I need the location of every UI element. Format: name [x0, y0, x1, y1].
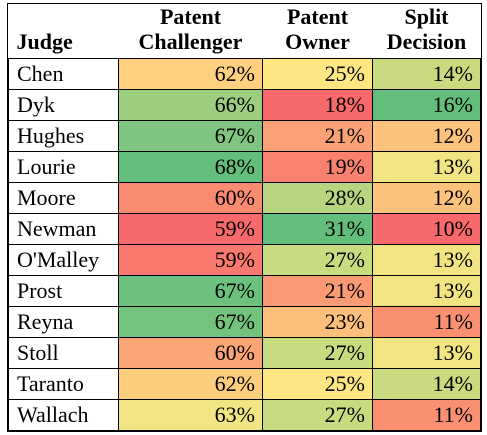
- split-value-cell: 10%: [372, 213, 481, 245]
- table-row: Wallach 63% 27% 11%: [8, 399, 481, 431]
- table-row: Chen 62% 25% 14%: [8, 58, 481, 90]
- challenger-value-cell: 59%: [118, 213, 263, 245]
- challenger-value-cell: 66%: [118, 89, 263, 121]
- judge-name-cell: Hughes: [8, 120, 119, 152]
- table-row: Lourie 68% 19% 13%: [8, 151, 481, 183]
- judge-outcomes-table: Judge Patent Challenger Patent Owner Spl…: [7, 3, 482, 432]
- split-value-cell: 11%: [372, 399, 481, 431]
- table-row: Moore 60% 28% 12%: [8, 182, 481, 214]
- owner-value-cell: 25%: [262, 368, 373, 400]
- challenger-value-cell: 60%: [118, 337, 263, 369]
- table-row: O'Malley 59% 27% 13%: [8, 244, 481, 276]
- judge-name-cell: O'Malley: [8, 244, 119, 276]
- split-value-cell: 16%: [372, 89, 481, 121]
- judge-name-cell: Moore: [8, 182, 119, 214]
- challenger-header: Patent Challenger: [138, 4, 243, 54]
- challenger-value-cell: 63%: [118, 399, 263, 431]
- judge-name-cell: Newman: [8, 213, 119, 245]
- owner-value-cell: 27%: [262, 399, 373, 431]
- owner-value-cell: 27%: [262, 337, 373, 369]
- split-value-cell: 12%: [372, 120, 481, 152]
- judge-name-cell: Wallach: [8, 399, 119, 431]
- judge-name-cell: Dyk: [8, 89, 119, 121]
- table-row: Reyna 67% 23% 11%: [8, 306, 481, 338]
- split-value-cell: 13%: [372, 337, 481, 369]
- split-value-cell: 12%: [372, 182, 481, 214]
- owner-value-cell: 28%: [262, 182, 373, 214]
- challenger-value-cell: 68%: [118, 151, 263, 183]
- judge-name-cell: Lourie: [8, 151, 119, 183]
- owner-value-cell: 31%: [262, 213, 373, 245]
- split-value-cell: 13%: [372, 151, 481, 183]
- table: Judge Patent Challenger Patent Owner Spl…: [7, 3, 482, 432]
- judge-name-cell: Prost: [8, 275, 119, 307]
- challenger-value-cell: 59%: [118, 244, 263, 276]
- split-value-cell: 14%: [372, 368, 481, 400]
- judge-name-cell: Reyna: [8, 306, 119, 338]
- owner-value-cell: 23%: [262, 306, 373, 338]
- owner-value-cell: 27%: [262, 244, 373, 276]
- judge-name-cell: Chen: [8, 58, 119, 90]
- challenger-value-cell: 62%: [118, 58, 263, 90]
- split-value-cell: 14%: [372, 58, 481, 90]
- owner-value-cell: 21%: [262, 120, 373, 152]
- split-value-cell: 11%: [372, 306, 481, 338]
- header-row: Judge Patent Challenger Patent Owner Spl…: [9, 4, 481, 59]
- challenger-value-cell: 67%: [118, 275, 263, 307]
- judge-name-cell: Stoll: [8, 337, 119, 369]
- table-row: Prost 67% 21% 13%: [8, 275, 481, 307]
- table-row: Stoll 60% 27% 13%: [8, 337, 481, 369]
- table-row: Taranto 62% 25% 14%: [8, 368, 481, 400]
- owner-header: Patent Owner: [285, 4, 350, 54]
- owner-value-cell: 21%: [262, 275, 373, 307]
- split-header: Split Decision: [386, 4, 467, 54]
- challenger-value-cell: 67%: [118, 120, 263, 152]
- judge-name-cell: Taranto: [8, 368, 119, 400]
- table-row: Dyk 66% 18% 16%: [8, 89, 481, 121]
- challenger-value-cell: 60%: [118, 182, 263, 214]
- owner-value-cell: 18%: [262, 89, 373, 121]
- owner-value-cell: 25%: [262, 58, 373, 90]
- judge-header: Judge: [16, 29, 73, 54]
- table-row: Newman 59% 31% 10%: [8, 213, 481, 245]
- split-value-cell: 13%: [372, 275, 481, 307]
- table-row: Hughes 67% 21% 12%: [8, 120, 481, 152]
- challenger-value-cell: 67%: [118, 306, 263, 338]
- split-value-cell: 13%: [372, 244, 481, 276]
- owner-value-cell: 19%: [262, 151, 373, 183]
- table-body: Chen 62% 25% 14% Dyk 66% 18% 16% Hughes 67% 21% 12%…: [8, 58, 481, 431]
- challenger-value-cell: 62%: [118, 368, 263, 400]
